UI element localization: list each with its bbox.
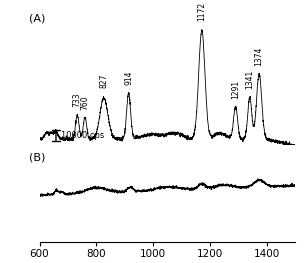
Text: 1341: 1341 [245, 70, 254, 89]
Text: 733: 733 [73, 93, 82, 107]
Text: 760: 760 [81, 95, 89, 110]
Text: 1172: 1172 [197, 2, 206, 21]
Text: 1291: 1291 [231, 80, 240, 99]
Text: (B): (B) [29, 153, 46, 163]
Text: 10000 cps: 10000 cps [61, 131, 104, 140]
Text: 914: 914 [124, 71, 133, 85]
Text: 827: 827 [99, 73, 109, 88]
Text: (A): (A) [29, 13, 46, 23]
Text: 1374: 1374 [255, 46, 264, 66]
